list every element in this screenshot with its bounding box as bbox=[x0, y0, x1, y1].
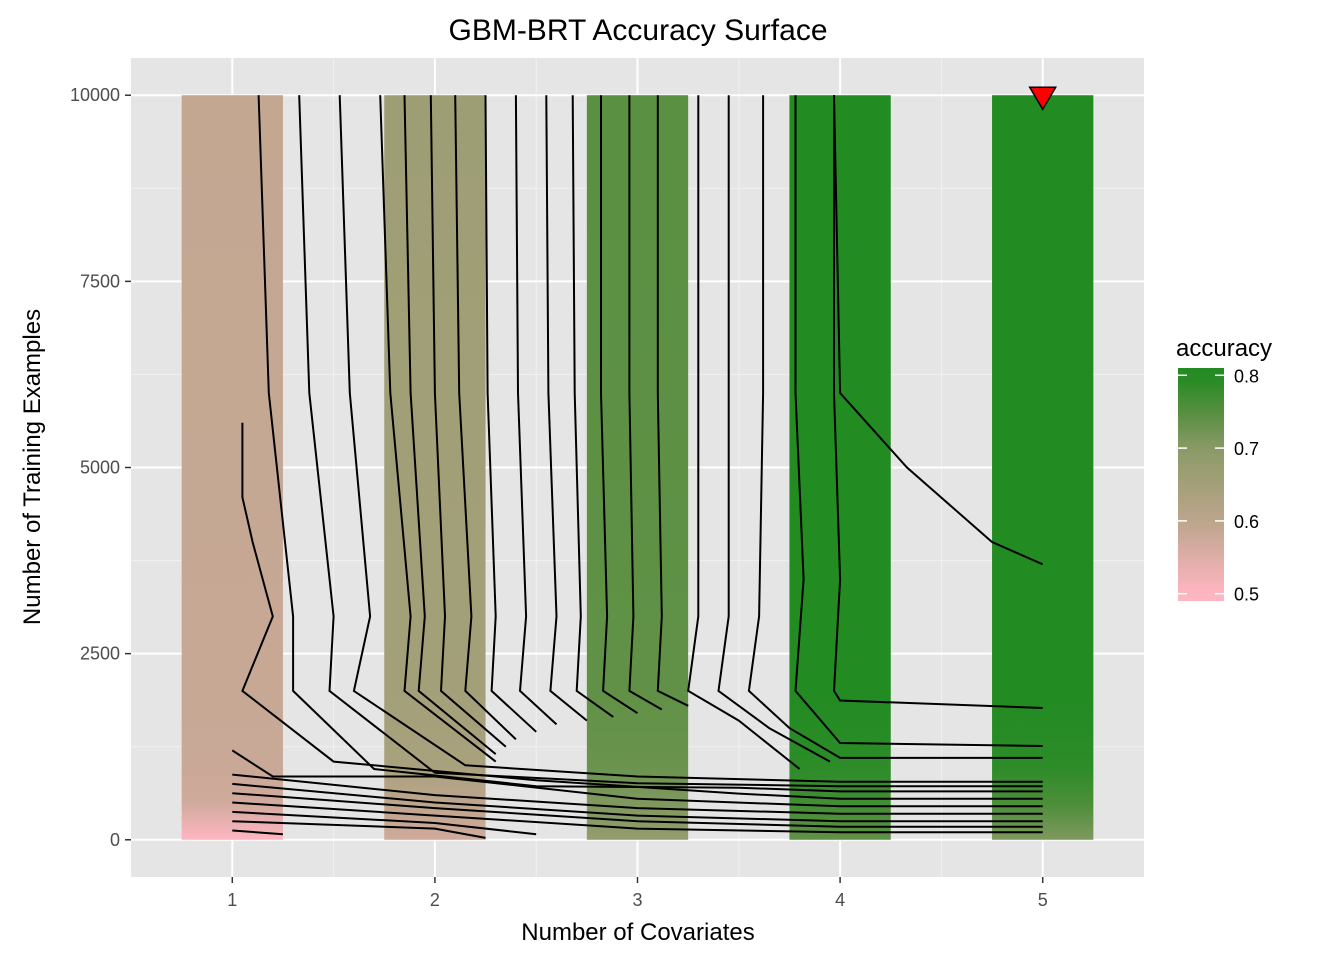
contour-line-23 bbox=[687, 95, 801, 770]
contour-line-15 bbox=[454, 95, 517, 741]
contour-line-4 bbox=[232, 792, 1043, 828]
contour-line-8 bbox=[241, 422, 1043, 800]
contour-line-1 bbox=[232, 820, 486, 839]
contour-line-12 bbox=[379, 95, 497, 763]
y-tick-label: 7500 bbox=[80, 271, 120, 291]
contour-line-26 bbox=[794, 95, 1043, 747]
contour-line-27 bbox=[832, 95, 1043, 709]
x-tick-label: 5 bbox=[1038, 890, 1048, 910]
contour-line-10 bbox=[298, 95, 1043, 788]
tile-covariates-4 bbox=[789, 95, 891, 840]
chart-title: GBM-BRT Accuracy Surface bbox=[448, 14, 827, 47]
marker-triangle bbox=[1028, 86, 1058, 111]
contour-line-18 bbox=[545, 95, 588, 722]
y-tick-label: 0 bbox=[110, 830, 120, 850]
contour-line-17 bbox=[514, 95, 558, 726]
y-tick-label: 5000 bbox=[80, 458, 120, 478]
contour-line-11 bbox=[338, 95, 1043, 783]
tile-covariates-2 bbox=[384, 95, 486, 840]
contour-line-13 bbox=[403, 95, 497, 755]
contour-line-22 bbox=[656, 95, 689, 707]
contour-line-19 bbox=[571, 95, 614, 718]
contour-line-16 bbox=[484, 95, 537, 733]
x-tick-label: 1 bbox=[227, 890, 237, 910]
contour-line-20 bbox=[600, 95, 639, 715]
y-axis: 0 2500 5000 7500 10000 bbox=[70, 85, 131, 850]
legend-title: accuracy bbox=[1176, 335, 1272, 362]
x-tick-label: 3 bbox=[632, 890, 642, 910]
legend-tick-label: 0.7 bbox=[1234, 439, 1259, 459]
y-tick-label: 2500 bbox=[80, 644, 120, 664]
contour-line-21 bbox=[628, 95, 663, 711]
y-axis-title: Number of Training Examples bbox=[19, 309, 46, 625]
best-accuracy-marker bbox=[1028, 86, 1058, 111]
legend-colorbar bbox=[1178, 368, 1224, 601]
contour-line-24 bbox=[717, 95, 831, 763]
legend-ticks: 0.5 0.6 0.7 0.8 bbox=[1178, 366, 1259, 605]
accuracy-tiles bbox=[181, 95, 1094, 840]
contour-line-14 bbox=[429, 95, 507, 748]
x-axis: 1 2 3 4 5 bbox=[227, 877, 1048, 910]
legend-tick-label: 0.6 bbox=[1234, 512, 1259, 532]
contour-line-28 bbox=[833, 95, 1044, 566]
tile-covariates-1 bbox=[181, 95, 283, 840]
tile-covariates-5 bbox=[992, 95, 1094, 840]
contour-line-9 bbox=[257, 95, 1043, 793]
contour-lines bbox=[231, 95, 1044, 839]
contour-line-6 bbox=[232, 773, 1043, 815]
x-tick-label: 2 bbox=[430, 890, 440, 910]
contour-line-3 bbox=[232, 801, 1043, 834]
legend: accuracy 0.5 0.6 0.7 0.8 bbox=[1176, 335, 1272, 605]
y-tick-label: 10000 bbox=[70, 85, 120, 105]
legend-tick-label: 0.8 bbox=[1234, 366, 1259, 386]
contour-line-7 bbox=[231, 749, 1043, 808]
x-tick-label: 4 bbox=[835, 890, 845, 910]
x-axis-title: Number of Covariates bbox=[521, 919, 754, 946]
legend-tick-label: 0.5 bbox=[1234, 585, 1259, 605]
contour-line-2 bbox=[232, 810, 537, 836]
contour-line-5 bbox=[232, 782, 1043, 823]
contour-line-0 bbox=[232, 829, 283, 836]
contour-line-25 bbox=[747, 95, 1043, 759]
